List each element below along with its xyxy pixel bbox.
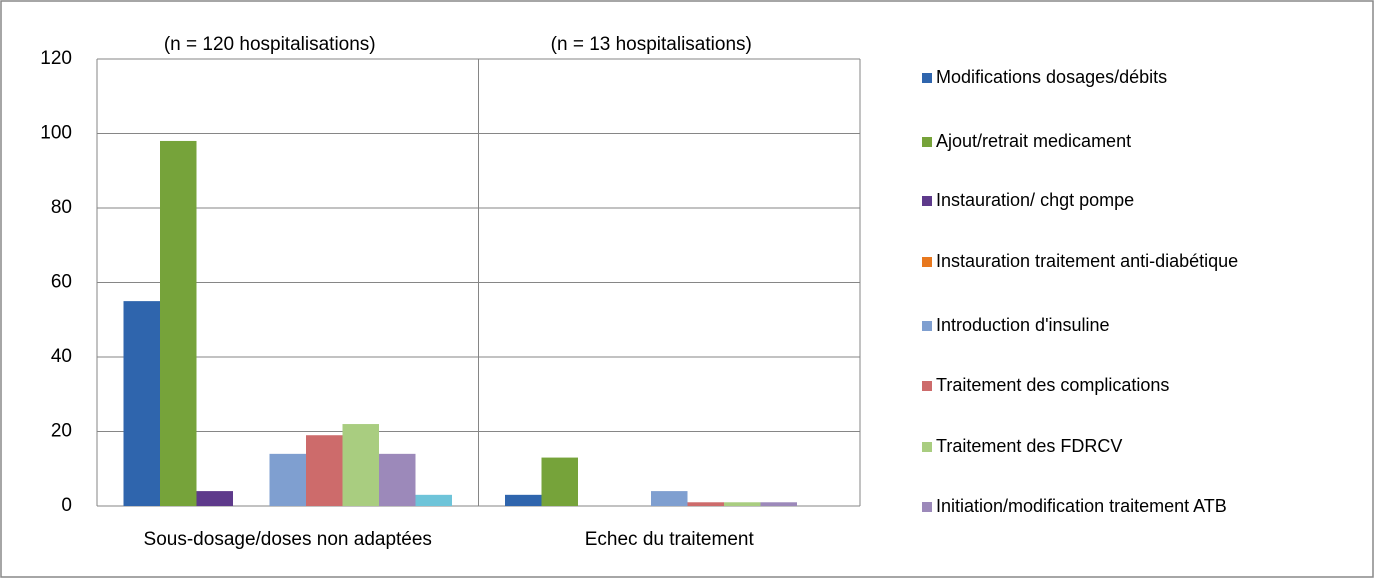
bar: [687, 502, 724, 506]
legend-swatch: [922, 196, 932, 206]
legend-label: Initiation/modification traitement ATB: [936, 496, 1227, 516]
legend-item: Modifications dosages/débits: [922, 61, 1307, 94]
legend-item: Ajout/retrait medicament: [922, 125, 1307, 158]
legend-swatch: [922, 442, 932, 452]
legend-item: Initiation/modification traitement ATB: [922, 490, 1307, 523]
legend-label: Instauration traitement anti-diabétique: [936, 251, 1239, 271]
bar: [724, 502, 761, 506]
legend-item: Instauration/ chgt pompe: [922, 184, 1307, 217]
legend-label: Instauration/ chgt pompe: [936, 190, 1135, 210]
legend-item: Traitement des complications: [922, 369, 1307, 402]
y-tick-label: 80: [51, 197, 72, 218]
bar: [415, 494, 452, 506]
bar: [505, 494, 542, 506]
legend-item: Traitement des FDRCV: [922, 430, 1307, 463]
bar: [379, 453, 416, 506]
bar: [760, 502, 797, 506]
x-tick-label: Sous-dosage/doses non adaptées: [144, 529, 432, 550]
legend-label: Modifications dosages/débits: [936, 67, 1168, 87]
annotation: (n = 120 hospitalisations): [164, 34, 376, 55]
y-tick-label: 60: [51, 272, 72, 293]
legend-swatch: [922, 502, 932, 512]
legend-label: Traitement des complications: [936, 375, 1170, 395]
y-tick-label: 20: [51, 421, 72, 442]
y-tick-label: 120: [40, 48, 72, 69]
bar: [123, 301, 160, 506]
bar: [196, 491, 233, 506]
y-tick-label: 0: [61, 495, 72, 516]
legend-swatch: [922, 73, 932, 83]
bar: [541, 457, 578, 506]
bar: [306, 435, 343, 506]
legend-label: Introduction d'insuline: [936, 315, 1110, 335]
legend-swatch: [922, 321, 932, 331]
x-tick-label: Echec du traitement: [585, 529, 755, 550]
legend-item: Introduction d'insuline: [922, 309, 1307, 342]
legend-swatch: [922, 137, 932, 147]
legend-swatch: [922, 381, 932, 391]
legend-item: Instauration traitement anti-diabétique: [922, 245, 1307, 278]
bar: [269, 453, 306, 506]
bar: [160, 140, 197, 506]
bar: [651, 491, 688, 506]
bar: [342, 424, 379, 506]
legend-label: Traitement des FDRCV: [936, 436, 1123, 456]
y-tick-label: 40: [51, 346, 72, 367]
y-tick-label: 100: [40, 123, 72, 144]
legend-label: Ajout/retrait medicament: [936, 131, 1132, 151]
annotation: (n = 13 hospitalisations): [551, 34, 752, 55]
legend-swatch: [922, 257, 932, 267]
